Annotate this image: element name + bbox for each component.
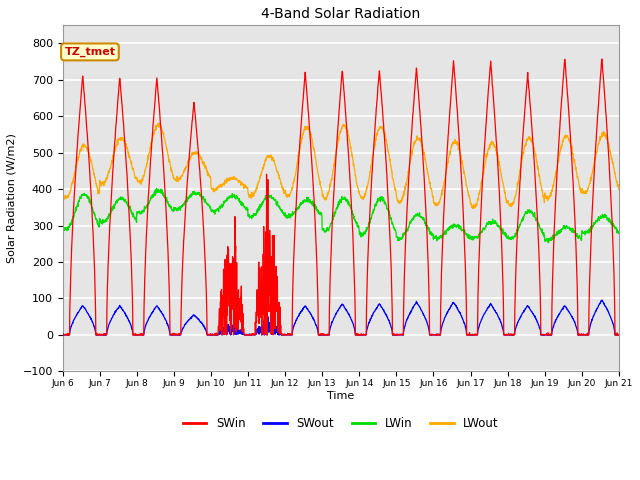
LWout — [503, 199, 511, 204]
LWin — [59, 224, 67, 229]
LWout — [357, 193, 365, 199]
Line: SWout: SWout — [63, 300, 619, 335]
SWin — [357, 331, 365, 337]
SWout — [566, 310, 573, 315]
Line: SWin: SWin — [63, 59, 619, 335]
SWin — [502, 332, 510, 338]
LWin — [357, 234, 365, 240]
Y-axis label: Solar Radiation (W/m2): Solar Radiation (W/m2) — [7, 133, 17, 263]
SWout — [581, 332, 589, 338]
SWout — [214, 332, 221, 338]
SWout — [502, 332, 510, 337]
LWin — [153, 185, 161, 191]
Legend: SWin, SWout, LWin, LWout: SWin, SWout, LWin, LWout — [178, 412, 504, 435]
LWin — [369, 211, 377, 216]
Line: LWout: LWout — [63, 123, 619, 208]
SWin — [581, 332, 589, 338]
SWin — [214, 332, 221, 338]
Line: LWin: LWin — [63, 188, 619, 243]
SWout — [369, 312, 376, 318]
LWout — [214, 184, 221, 190]
SWout — [356, 332, 364, 337]
LWin — [214, 206, 221, 212]
SWin — [369, 156, 377, 161]
SWin — [598, 56, 605, 62]
SWout — [598, 297, 606, 303]
LWout — [369, 152, 377, 157]
LWin — [502, 232, 510, 238]
SWout — [59, 332, 67, 338]
X-axis label: Time: Time — [327, 391, 355, 401]
Text: TZ_tmet: TZ_tmet — [65, 47, 115, 57]
LWout — [615, 187, 623, 192]
LWout — [566, 140, 574, 146]
LWin — [566, 227, 574, 233]
SWout — [615, 332, 623, 337]
LWout — [156, 120, 163, 126]
LWout — [470, 205, 477, 211]
SWin — [59, 332, 67, 337]
LWout — [582, 189, 589, 195]
LWin — [582, 229, 589, 235]
LWin — [545, 240, 552, 246]
SWin — [615, 332, 623, 338]
LWout — [59, 193, 67, 199]
Title: 4-Band Solar Radiation: 4-Band Solar Radiation — [261, 7, 420, 21]
SWin — [60, 332, 67, 338]
SWin — [566, 123, 573, 129]
LWin — [615, 229, 623, 235]
